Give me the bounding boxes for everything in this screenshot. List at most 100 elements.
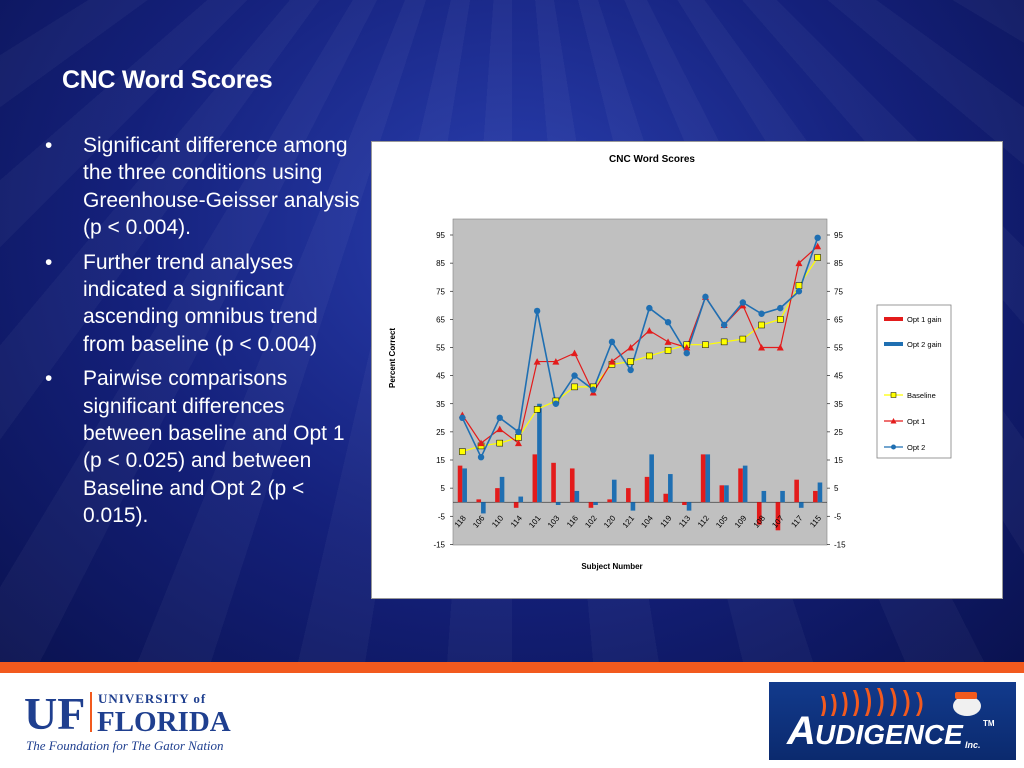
sound-waves-icon — [821, 688, 923, 716]
opt2-gain-bar — [481, 502, 486, 514]
opt2-point — [646, 304, 653, 312]
y-tick-label-right: 25 — [834, 428, 843, 437]
y-axis-right: 95 85 75 65 55 45 35 25 15 5 -5 -15 — [827, 231, 846, 549]
opt1-gain-bar — [700, 454, 706, 503]
opt1-gain-bar — [476, 499, 482, 503]
baseline-point — [664, 347, 672, 354]
y-tick-label-right: 95 — [834, 231, 843, 240]
x-axis-label: Subject Number — [581, 562, 642, 571]
legend-swatch — [884, 342, 903, 346]
audigence-name: UDIGENCE — [815, 719, 964, 750]
baseline-point — [646, 352, 653, 360]
audigence-tm: TM — [983, 719, 995, 728]
y-tick-label: 35 — [436, 400, 445, 409]
y-tick-label: 55 — [436, 344, 445, 353]
opt1-point — [552, 358, 560, 365]
baseline-point — [571, 383, 578, 391]
opt2-gain-bar — [574, 490, 580, 503]
opt2-point — [702, 293, 709, 301]
legend: Opt 1 gain Opt 2 gain Baseline Opt 1 Opt 2 — [884, 315, 942, 452]
legend-marker — [891, 444, 896, 450]
opt1-point — [645, 327, 653, 334]
opt2-point — [477, 453, 485, 461]
y-tick-label: 45 — [436, 372, 445, 381]
opt2-gain-bar — [798, 502, 804, 508]
opt2-gain-bar — [817, 482, 823, 503]
opt1-point — [514, 439, 522, 447]
bullet-dot: • — [45, 250, 53, 274]
opt1-gain-bar — [569, 468, 575, 503]
y-tick-label: 95 — [436, 231, 445, 240]
baseline-point — [627, 358, 634, 365]
opt2-point — [664, 318, 672, 326]
audigence-initial: A — [786, 709, 816, 753]
y-tick-label: -5 — [438, 512, 446, 521]
opt1-gain-bar — [719, 485, 725, 503]
audigence-logo-graphic: A UDIGENCE TM Inc. — [786, 688, 995, 753]
opt2-gain-bar — [705, 454, 711, 503]
y-tick-label: 85 — [436, 259, 445, 268]
legend-label: Opt 2 — [907, 443, 925, 452]
gator-mascot-icon — [953, 692, 981, 716]
uf-letters: UF — [24, 688, 85, 739]
chart-title: CNC Word Scores — [609, 154, 695, 165]
uf-university-of: UNIVERSITY of — [98, 691, 206, 706]
opt2-point — [608, 338, 616, 346]
baseline-point — [496, 439, 503, 447]
opt1-gain-bar — [775, 502, 781, 531]
y-tick-label-right: 35 — [834, 400, 843, 409]
opt2-gain-bar — [499, 476, 505, 503]
opt2-gain-bar — [742, 465, 748, 503]
opt1-gain-bar — [513, 502, 519, 508]
y-axis-left: 95 85 75 65 55 45 35 25 15 5 -5 -15 — [433, 231, 453, 549]
y-tick-label: 65 — [436, 315, 445, 324]
opt1-point — [814, 242, 822, 250]
opt1-point — [664, 338, 672, 345]
plot-area — [452, 218, 828, 546]
audigence-inc: Inc. — [965, 740, 981, 750]
opt2-point — [627, 366, 634, 374]
y-tick-label-right: 5 — [834, 484, 839, 493]
legend-label: Baseline — [907, 391, 936, 400]
opt2-gain-bar — [462, 468, 467, 503]
opt2-gain-bar — [630, 502, 636, 511]
baseline-point — [459, 448, 466, 455]
opt2-point — [533, 307, 541, 315]
opt1-gain-bar — [551, 462, 556, 503]
baseline-point — [515, 434, 522, 441]
opt2-point — [571, 372, 578, 379]
opt2-point — [720, 321, 728, 329]
opt2-gain-bar — [611, 479, 617, 503]
opt1-gain-bar — [794, 479, 799, 503]
opt1-gain-bar — [738, 468, 743, 503]
line-series — [458, 234, 822, 461]
baseline-point — [702, 341, 709, 348]
bullet-dot: • — [45, 134, 53, 157]
legend-label: Opt 1 — [907, 417, 925, 426]
opt1-point — [776, 344, 784, 351]
opt2-gain-bar — [761, 490, 767, 503]
bullet-item: • Pairwise comparisons significant differ… — [40, 365, 360, 529]
bar-series — [457, 403, 823, 531]
y-axis-label: Percent Correct — [388, 328, 397, 388]
opt2-line — [461, 237, 819, 460]
bullet-text: Further trend analyses indicated a signi… — [83, 250, 318, 356]
opt2-point — [739, 299, 747, 306]
legend-swatch — [884, 317, 903, 321]
opt1-gain-bar — [756, 502, 762, 525]
opt2-gain-bar — [724, 485, 729, 503]
audigence-logo: A UDIGENCE TM Inc. — [769, 682, 1016, 760]
opt1-point — [571, 349, 579, 357]
bullet-dot: • — [45, 367, 53, 391]
baseline-point — [795, 282, 803, 289]
opt2-point — [515, 428, 522, 436]
bullet-list: • Significant difference among the three … — [40, 132, 360, 537]
legend-marker — [890, 418, 897, 424]
opt2-point — [814, 234, 821, 242]
opt2-point — [795, 288, 803, 295]
bullet-item: • Significant difference among the three … — [40, 132, 360, 242]
opt2-point — [459, 414, 466, 422]
opt2-gain-bar — [780, 490, 785, 503]
opt2-point — [552, 400, 560, 407]
footer-accent-bar — [0, 662, 1024, 673]
